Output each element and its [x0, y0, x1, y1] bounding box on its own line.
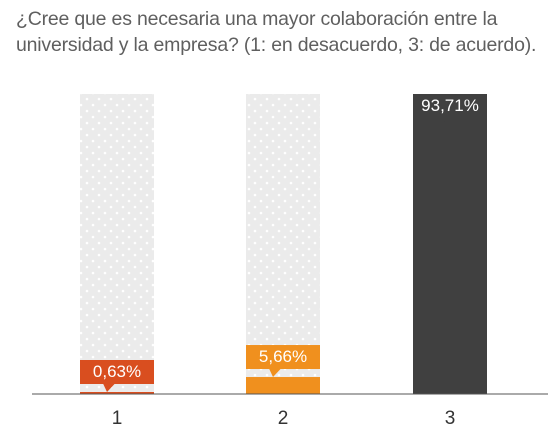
data-label-pointer — [103, 383, 115, 392]
data-label-pointer — [436, 117, 448, 126]
x-tick-label-1: 1 — [112, 408, 123, 429]
x-tick-label-2: 2 — [278, 408, 289, 429]
data-label-box — [80, 360, 154, 384]
data-labels: 0,63% 5,66% 93,71% — [80, 94, 487, 392]
data-label-text: 93,71% — [421, 96, 479, 115]
data-label-box — [413, 94, 487, 118]
data-label-3: 93,71% — [413, 94, 487, 126]
bar-background-2 — [246, 94, 320, 394]
bar-background-1 — [80, 94, 154, 394]
data-label-2: 5,66% — [246, 345, 320, 378]
x-tick-labels: 1 2 3 — [112, 408, 456, 429]
data-label-pointer — [269, 368, 281, 378]
bar-2 — [246, 377, 320, 394]
data-label-text: 0,63% — [93, 362, 141, 381]
data-label-1: 0,63% — [80, 360, 154, 392]
bars — [80, 112, 487, 395]
x-tick-label-3: 3 — [445, 408, 456, 429]
bar-1 — [80, 392, 154, 394]
data-label-text: 5,66% — [259, 347, 307, 366]
bar-3 — [413, 112, 487, 395]
chart-title: ¿Cree que es necesaria una mayor colabor… — [16, 8, 537, 56]
data-label-box — [246, 345, 320, 370]
